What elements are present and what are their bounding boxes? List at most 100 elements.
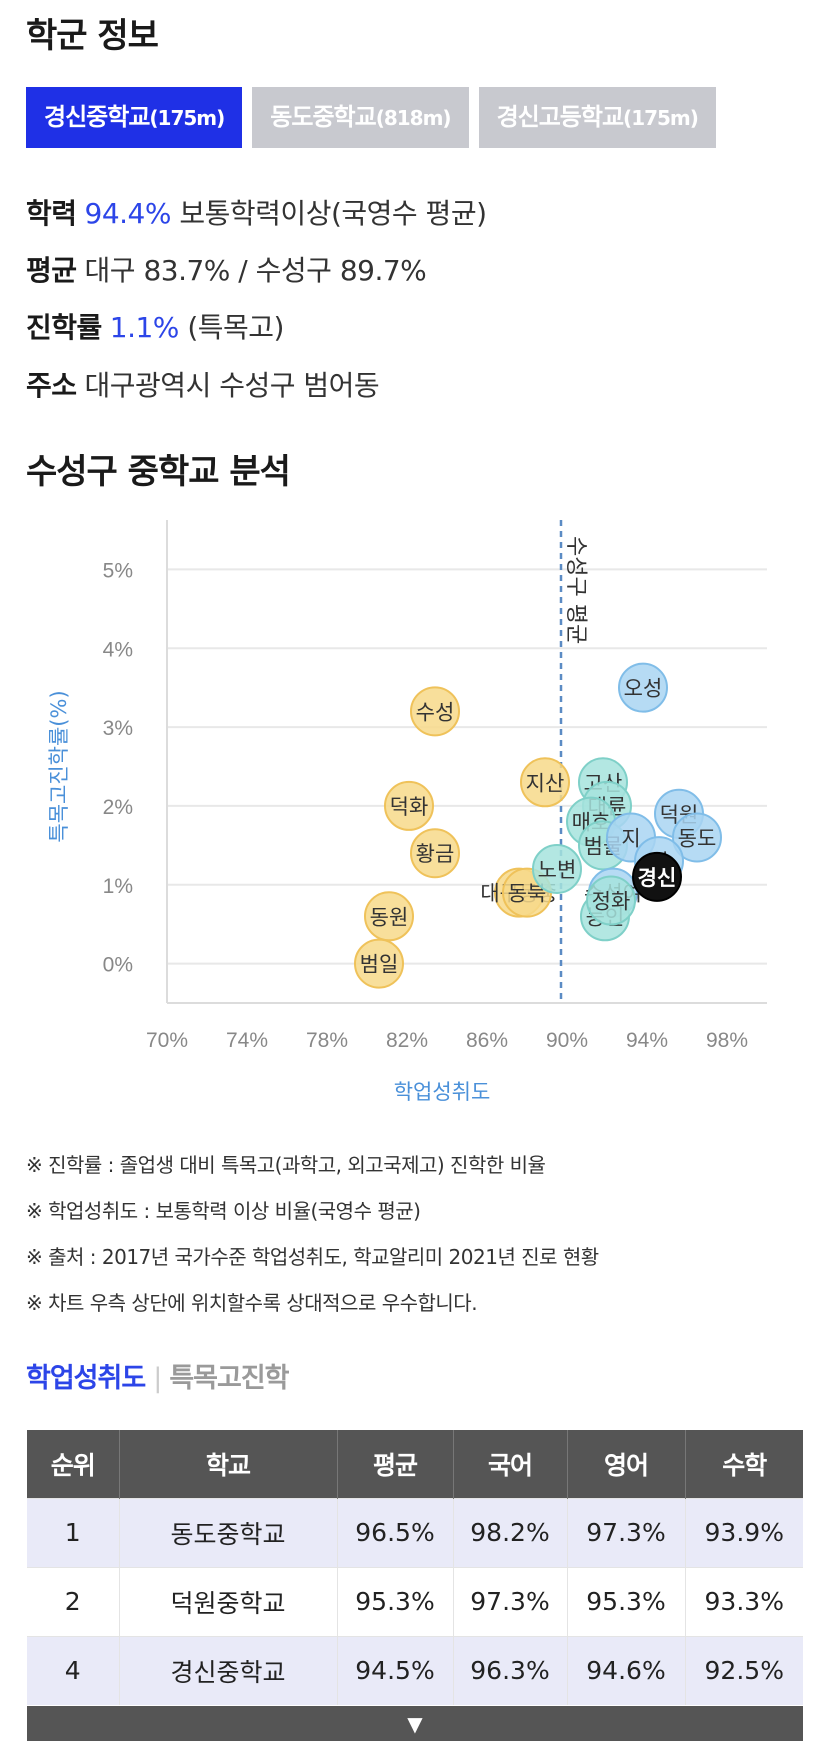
cell-rank: 4 [27, 1635, 119, 1705]
school-tabs: 경신중학교(175m) 동도중학교(818m) 경신고등학교(175m) [26, 87, 802, 148]
data-point [410, 828, 460, 879]
x-tick-label: 86% [466, 1029, 508, 1052]
tab-gyeongsin-high[interactable]: 경신고등학교(175m) [478, 87, 716, 148]
data-point [520, 757, 570, 808]
y-tick-label: 3% [103, 717, 133, 740]
data-point-label: 동원 [370, 905, 409, 929]
chevron-down-icon: ▼ [407, 1712, 423, 1736]
data-point [586, 875, 636, 926]
x-tick-label: 82% [386, 1029, 428, 1052]
y-tick-label: 1% [103, 875, 133, 898]
data-point [384, 780, 434, 831]
x-tick-label: 90% [546, 1029, 588, 1052]
cell-korean: 97.3% [452, 1566, 567, 1636]
cell-school: 덕원중학교 [118, 1566, 337, 1636]
data-point-label: 황금 [416, 842, 455, 866]
data-point-label: 지 [621, 826, 640, 850]
note-line: ※ 출처 : 2017년 국가수준 학업성취도, 학교알리미 2021년 진로 … [26, 1245, 599, 1269]
data-point-label: 경신 [638, 866, 677, 890]
expand-table-button[interactable]: ▼ [27, 1706, 803, 1741]
table-row: 2 덕원중학교 95.3% 97.3% 95.3% 93.3% [27, 1566, 803, 1636]
data-point-label: 오성 [624, 677, 663, 701]
data-point-label: 범일 [360, 953, 399, 977]
y-tick-label: 4% [103, 638, 133, 661]
y-tick-label: 5% [103, 559, 133, 582]
data-point [364, 891, 414, 942]
x-tick-label: 94% [626, 1029, 668, 1052]
x-tick-label: 74% [226, 1029, 268, 1052]
note-line: ※ 진학률 : 졸업생 대비 특목고(과학고, 외고국제고) 진학한 비율 [26, 1153, 546, 1177]
info-value: 대구광역시 수성구 범어동 [84, 369, 380, 402]
data-point-label: 지산 [526, 771, 565, 795]
x-axis-title: 학업성취도 [394, 1080, 491, 1104]
info-address: 주소 대구광역시 수성구 범어동 [26, 364, 380, 404]
subtab-divider: | [153, 1363, 162, 1394]
info-key: 주소 [26, 369, 77, 402]
info-value: 대구 83.7% / 수성구 89.7% [84, 254, 427, 287]
header-math: 수학 [684, 1430, 803, 1498]
cell-school: 경신중학교 [118, 1635, 337, 1705]
data-point-label: 정화 [592, 890, 631, 914]
ranking-subtabs: 학업성취도 | 특목고진학 [26, 1356, 290, 1395]
x-tick-label: 78% [306, 1029, 348, 1052]
header-korean: 국어 [452, 1430, 567, 1498]
table-row: 1 동도중학교 96.5% 98.2% 97.3% 93.9% [27, 1497, 803, 1567]
subtab-special-school[interactable]: 특목고진학 [169, 1363, 289, 1394]
info-desc: (특목고) [187, 311, 284, 344]
cell-average: 94.5% [336, 1635, 453, 1705]
info-value: 94.4% [84, 197, 172, 230]
data-point-label: 동도 [678, 826, 717, 850]
table-row: 4 경신중학교 94.5% 96.3% 94.6% 92.5% [27, 1635, 803, 1705]
note-line: ※ 차트 우측 상단에 위치할수록 상대적으로 우수합니다. [26, 1291, 478, 1315]
cell-korean: 98.2% [452, 1497, 567, 1567]
data-point-label: 덕화 [390, 795, 429, 819]
tab-name: 경신중학교 [44, 103, 150, 131]
cell-math: 93.3% [684, 1566, 803, 1636]
cell-english: 95.3% [566, 1566, 685, 1636]
cell-school: 동도중학교 [118, 1497, 337, 1567]
reference-line-label: 수성구 평균 [563, 536, 588, 644]
tab-distance: (818m) [375, 106, 452, 130]
note-line: ※ 학업성취도 : 보통학력 이상 비율(국영수 평균) [26, 1199, 421, 1223]
subtab-achievement[interactable]: 학업성취도 [26, 1363, 146, 1394]
data-point [618, 662, 668, 713]
cell-average: 95.3% [336, 1566, 453, 1636]
x-tick-label: 98% [706, 1029, 748, 1052]
cell-english: 97.3% [566, 1497, 685, 1567]
cell-math: 93.9% [684, 1497, 803, 1567]
data-point [410, 686, 460, 737]
info-academic: 학력 94.4% 보통학력이상(국영수 평균) [26, 192, 487, 232]
header-school: 학교 [118, 1430, 337, 1498]
header-average: 평균 [336, 1430, 453, 1498]
cell-rank: 2 [27, 1566, 119, 1636]
tab-gyeongsin-middle[interactable]: 경신중학교(175m) [26, 87, 243, 148]
info-desc: 보통학력이상(국영수 평균) [179, 197, 487, 230]
data-point-label: 노변 [538, 858, 577, 882]
data-point-label: 수성 [416, 700, 455, 724]
info-value: 1.1% [109, 311, 180, 344]
data-point [532, 843, 582, 894]
y-tick-label: 0% [103, 954, 133, 977]
cell-korean: 96.3% [452, 1635, 567, 1705]
ranking-table: 순위 학교 평균 국어 영어 수학 1 동도중학교 96.5% 98.2% 97… [27, 1430, 803, 1705]
cell-math: 92.5% [684, 1635, 803, 1705]
cell-english: 94.6% [566, 1635, 685, 1705]
header-english: 영어 [566, 1430, 685, 1498]
tab-dongdo-middle[interactable]: 동도중학교(818m) [252, 87, 469, 148]
tab-distance: (175m) [623, 106, 699, 130]
info-key: 진학률 [26, 311, 102, 344]
data-point [354, 938, 404, 989]
x-tick-label: 70% [146, 1029, 188, 1052]
info-average: 평균 대구 83.7% / 수성구 89.7% [26, 249, 427, 289]
table-header-row: 순위 학교 평균 국어 영어 수학 [27, 1430, 803, 1498]
scatter-chart: 수성구 평균 수성덕화황금동원범일대구동중동북지산고산대륜매호범물노변수성여능인… [47, 520, 767, 1104]
y-tick-label: 2% [103, 796, 133, 819]
info-key: 평균 [26, 254, 77, 287]
section-title-school-info: 학군 정보 [26, 16, 159, 56]
info-key: 학력 [26, 197, 77, 230]
data-point [672, 812, 722, 863]
notes: ※ 진학률 : 졸업생 대비 특목고(과학고, 외고국제고) 진학한 비율 ※ … [26, 1150, 599, 1334]
info-advance-rate: 진학률 1.1% (특목고) [26, 306, 284, 346]
data-point [632, 851, 682, 902]
y-axis-title: 특목고진학률(%) [47, 690, 71, 842]
